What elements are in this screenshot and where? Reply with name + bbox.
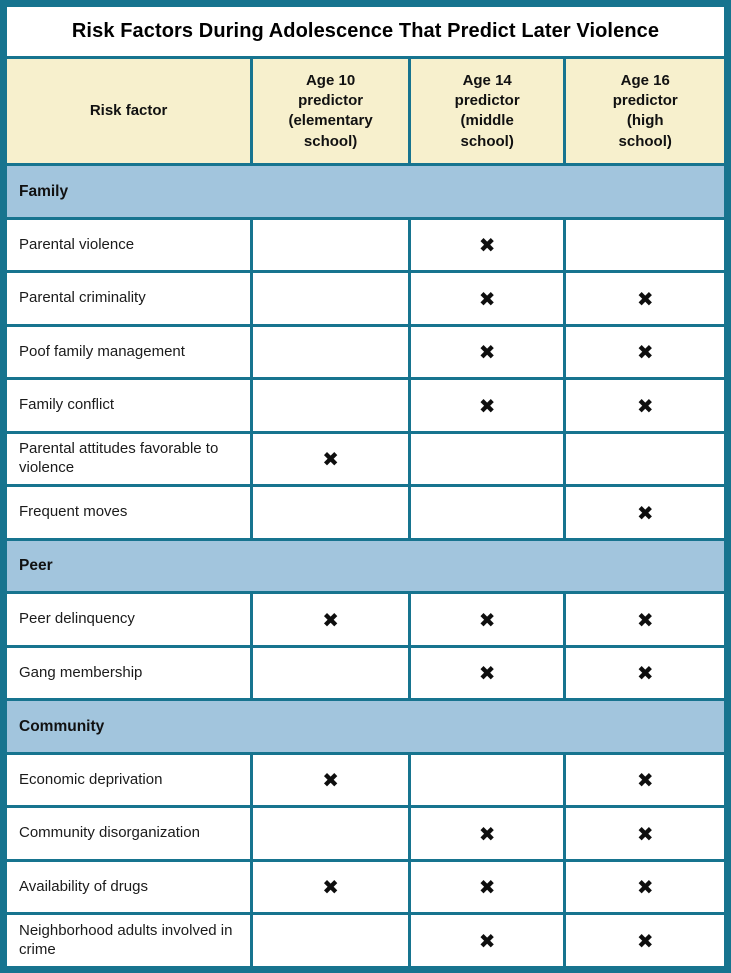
risk-factors-table: Risk Factors During Adolescence That Pre… (3, 3, 727, 969)
risk-factor-label: Family conflict (3, 377, 254, 434)
table-row: Economic deprivation ✖ ✖ (3, 751, 727, 809)
section-label: Family (4, 163, 727, 220)
table-row: Availability of drugs ✖ ✖ ✖ (3, 858, 727, 916)
title-row: Risk Factors During Adolescence That Pre… (4, 3, 727, 60)
empty-cell (250, 805, 411, 862)
empty-cell (250, 484, 411, 541)
table-body: Risk Factors During Adolescence That Pre… (3, 3, 727, 969)
empty-cell (250, 216, 411, 274)
x-mark-icon: ✖ (563, 591, 727, 648)
empty-cell (250, 644, 411, 702)
table-row: Parental attitudes favorable to violence… (3, 430, 727, 488)
x-mark-icon: ✖ (407, 270, 567, 327)
table-row: Family conflict ✖ ✖ (3, 377, 727, 434)
table-row: Neighborhood adults involved in crime ✖ ✖ (3, 912, 727, 969)
x-mark-icon: ✖ (407, 805, 567, 862)
x-mark-icon: ✖ (250, 430, 411, 488)
column-header-age-10: Age 10 predictor (elementary school) (250, 56, 411, 167)
empty-cell (407, 751, 567, 809)
x-mark-icon: ✖ (563, 805, 727, 862)
x-mark-icon: ✖ (563, 377, 727, 434)
x-mark-icon: ✖ (563, 858, 727, 916)
x-mark-icon: ✖ (407, 216, 567, 274)
x-mark-icon: ✖ (563, 912, 727, 969)
x-mark-icon: ✖ (407, 377, 567, 434)
risk-factor-label: Neighborhood adults involved in crime (3, 912, 254, 969)
x-mark-icon: ✖ (563, 751, 727, 809)
empty-cell (250, 377, 411, 434)
section-row: Peer (4, 537, 727, 595)
x-mark-icon: ✖ (563, 644, 727, 702)
empty-cell (250, 912, 411, 969)
table-row: Peer delinquency ✖ ✖ ✖ (3, 591, 727, 648)
risk-factor-label: Parental attitudes favorable to violence (3, 430, 254, 488)
risk-factor-label: Gang membership (3, 644, 254, 702)
column-header-row: Risk factor Age 10 predictor (elementary… (3, 56, 727, 167)
column-header-risk-factor: Risk factor (3, 56, 254, 167)
table-row: Community disorganization ✖ ✖ (3, 805, 727, 862)
table-title: Risk Factors During Adolescence That Pre… (4, 3, 727, 60)
empty-cell (407, 430, 567, 488)
empty-cell (250, 270, 411, 327)
x-mark-icon: ✖ (250, 591, 411, 648)
x-mark-icon: ✖ (407, 912, 567, 969)
risk-factor-label: Availability of drugs (3, 858, 254, 916)
risk-factor-label: Community disorganization (3, 805, 254, 862)
x-mark-icon: ✖ (250, 751, 411, 809)
risk-factor-label: Economic deprivation (3, 751, 254, 809)
section-label: Community (4, 698, 727, 755)
x-mark-icon: ✖ (407, 858, 567, 916)
empty-cell (250, 323, 411, 381)
risk-factor-label: Poof family management (3, 323, 254, 381)
x-mark-icon: ✖ (563, 323, 727, 381)
table-row: Poof family management ✖ ✖ (3, 323, 727, 381)
risk-factor-label: Peer delinquency (3, 591, 254, 648)
x-mark-icon: ✖ (563, 484, 727, 541)
table-row: Frequent moves ✖ (3, 484, 727, 541)
section-label: Peer (4, 537, 727, 595)
risk-factor-label: Parental violence (3, 216, 254, 274)
risk-factor-label: Parental criminality (3, 270, 254, 327)
empty-cell (407, 484, 567, 541)
x-mark-icon: ✖ (563, 270, 727, 327)
x-mark-icon: ✖ (250, 858, 411, 916)
empty-cell (563, 216, 727, 274)
x-mark-icon: ✖ (407, 591, 567, 648)
column-header-age-14: Age 14 predictor (middle school) (407, 56, 567, 167)
table-row: Parental criminality ✖ ✖ (3, 270, 727, 327)
risk-factor-label: Frequent moves (3, 484, 254, 541)
empty-cell (563, 430, 727, 488)
section-row: Community (4, 698, 727, 755)
column-header-age-16: Age 16 predictor (high school) (563, 56, 727, 167)
table-row: Parental violence ✖ (3, 216, 727, 274)
x-mark-icon: ✖ (407, 323, 567, 381)
section-row: Family (4, 163, 727, 220)
x-mark-icon: ✖ (407, 644, 567, 702)
table-row: Gang membership ✖ ✖ (3, 644, 727, 702)
